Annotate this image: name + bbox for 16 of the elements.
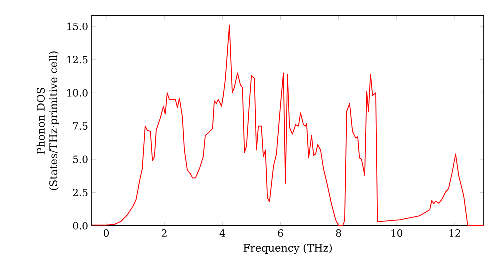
x-tick-label: 10	[392, 230, 403, 238]
y-tick-label: 0.0	[73, 222, 88, 230]
y-tick-label: 10.0	[68, 89, 88, 97]
x-tick-label: 2	[162, 230, 167, 237]
y-tick-label: 15.0	[68, 22, 88, 30]
y-tick-label: 5.0	[73, 156, 88, 164]
x-tick-label: 0	[104, 230, 110, 238]
x-tick-label: 8	[336, 230, 342, 238]
x-tick-label: 12	[450, 230, 460, 237]
y-tick-label: 7.5	[73, 122, 88, 130]
y-tick-label: 12.5	[68, 56, 88, 64]
y-tick-label: 2.5	[73, 188, 88, 197]
y-axis-title: Phonon DOS (States/THz·primitive cell)	[36, 52, 60, 190]
x-tick-label: 4	[220, 230, 226, 237]
x-axis-title: Frequency (THz)	[244, 244, 332, 254]
x-tick-label: 6	[278, 230, 284, 238]
